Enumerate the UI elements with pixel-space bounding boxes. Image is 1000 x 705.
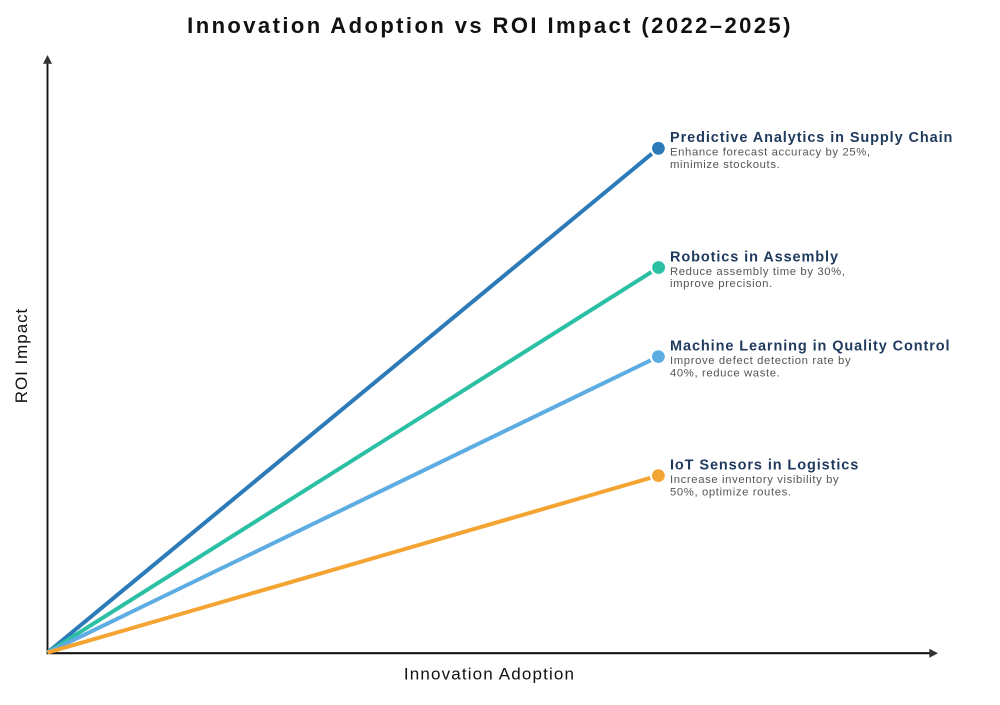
svg-text:Machine Learning in Quality Co: Machine Learning in Quality Control xyxy=(670,339,950,355)
svg-text:Reduce assembly time by 30%,: Reduce assembly time by 30%, xyxy=(670,266,846,278)
svg-text:Innovation Adoption: Innovation Adoption xyxy=(404,665,575,684)
svg-text:Increase inventory visibility: Increase inventory visibility by xyxy=(670,474,839,486)
svg-text:ROI Impact: ROI Impact xyxy=(12,308,31,403)
svg-text:Robotics in Assembly: Robotics in Assembly xyxy=(670,249,839,265)
svg-text:40%, reduce waste.: 40%, reduce waste. xyxy=(670,367,780,379)
svg-text:improve precision.: improve precision. xyxy=(670,278,773,290)
svg-text:Improve defect detection rate: Improve defect detection rate by xyxy=(670,355,851,367)
svg-text:minimize stockouts.: minimize stockouts. xyxy=(670,159,780,171)
svg-text:IoT Sensors in Logistics: IoT Sensors in Logistics xyxy=(670,458,859,474)
svg-text:50%, optimize routes.: 50%, optimize routes. xyxy=(670,486,792,498)
svg-text:Enhance forecast accuracy by 2: Enhance forecast accuracy by 25%, xyxy=(670,147,871,159)
svg-text:Predictive Analytics in Supply: Predictive Analytics in Supply Chain xyxy=(670,130,953,146)
svg-text:Innovation Adoption vs ROI Imp: Innovation Adoption vs ROI Impact (2022–… xyxy=(187,13,793,38)
